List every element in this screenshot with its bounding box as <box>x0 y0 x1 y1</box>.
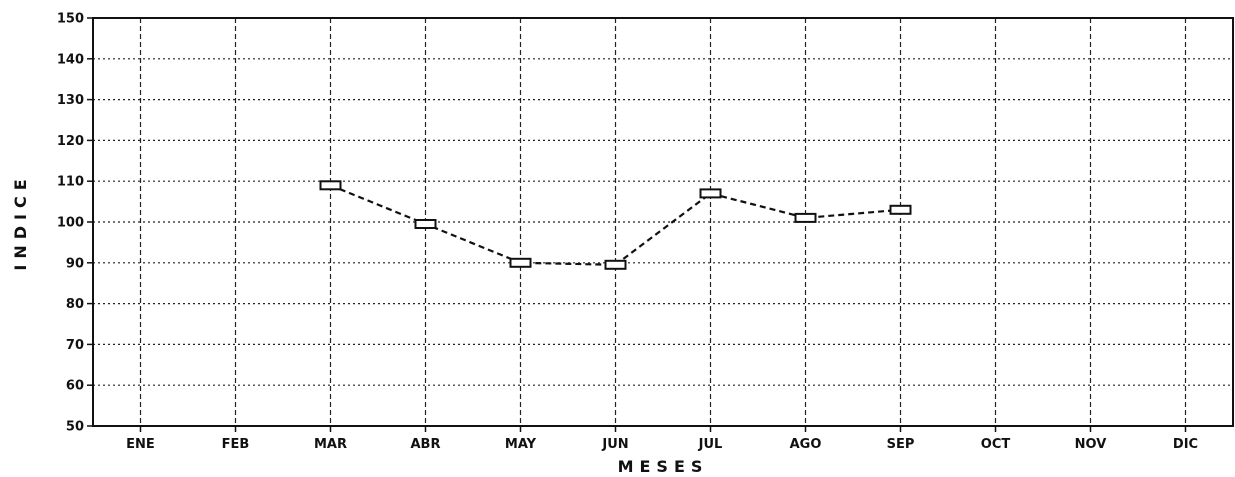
x-tick-label: JUL <box>698 437 723 452</box>
y-tick-label: 100 <box>57 216 84 231</box>
y-tick-label: 120 <box>57 134 84 149</box>
y-tick-label: 110 <box>57 175 84 190</box>
data-point-abr <box>414 219 437 229</box>
y-tick-label: 150 <box>57 12 84 27</box>
x-tick-label: JUN <box>601 437 628 452</box>
x-axis-title: MESES <box>618 457 709 476</box>
data-point-jun <box>604 259 627 270</box>
x-tick-label: MAR <box>314 437 347 452</box>
x-tick-label: OCT <box>981 437 1011 452</box>
x-axis-ticks: ENE FEB MAR ABR MAY JUN JUL AGO SEP OCT NOV DIC <box>126 426 1198 452</box>
y-tick-label: 140 <box>57 52 84 67</box>
x-tick-label: NOV <box>1075 437 1107 452</box>
y-tick-label: 50 <box>66 420 84 435</box>
data-point-sep <box>889 204 912 215</box>
x-tick-label: SEP <box>887 437 915 452</box>
y-tick-label: 60 <box>66 379 84 394</box>
data-point-ago <box>794 212 817 223</box>
x-tick-label: FEB <box>222 437 250 452</box>
data-point-may <box>509 257 532 268</box>
x-tick-label: MAY <box>505 437 537 452</box>
y-tick-label: 90 <box>66 256 84 271</box>
data-point-mar <box>319 180 342 191</box>
x-tick-label: ABR <box>411 437 441 452</box>
y-tick-label: 130 <box>57 93 84 108</box>
x-tick-label: AGO <box>790 437 822 452</box>
grid-lines <box>93 18 1233 426</box>
x-tick-label: DIC <box>1173 437 1198 452</box>
series-group <box>319 180 912 270</box>
y-tick-label: 70 <box>66 338 84 353</box>
y-axis-title: INDICE <box>11 173 30 270</box>
data-point-jul <box>699 188 722 199</box>
x-tick-label: ENE <box>126 437 155 452</box>
y-axis-ticks: 50 60 70 80 90 100 110 120 130 140 150 <box>57 12 93 435</box>
y-tick-label: 80 <box>66 297 84 312</box>
